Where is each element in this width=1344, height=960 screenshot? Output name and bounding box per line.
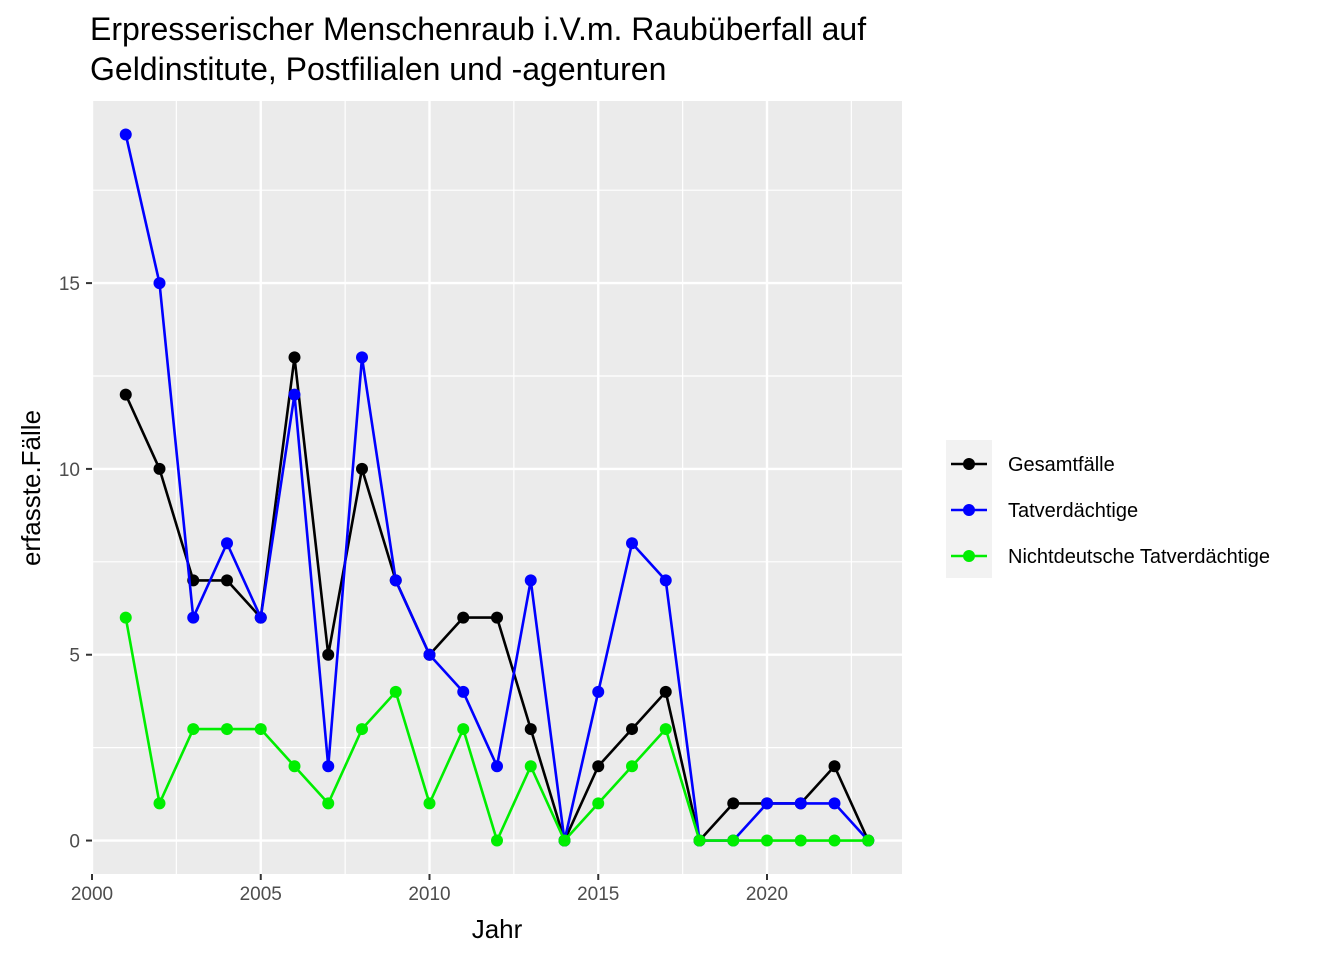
series-3-point xyxy=(288,760,301,773)
series-1-point xyxy=(457,611,470,624)
series-1-point xyxy=(592,760,605,773)
series-3-point xyxy=(389,685,402,698)
series-1-point xyxy=(828,760,841,773)
series-3-point xyxy=(828,834,841,847)
series-3-point xyxy=(491,834,503,847)
series-3-point xyxy=(119,611,132,624)
series-2-point xyxy=(187,611,200,624)
series-2-point xyxy=(153,277,166,290)
series-2-point xyxy=(288,388,301,401)
y-axis-title: erfasste.Fälle xyxy=(16,410,46,566)
y-tick-label: 0 xyxy=(69,832,80,853)
series-1-point xyxy=(221,574,233,587)
series-3-point xyxy=(592,797,605,810)
series-2-point xyxy=(221,537,233,550)
series-2-point xyxy=(592,685,605,698)
grid-lines xyxy=(90,101,902,874)
series-3-point xyxy=(221,723,233,736)
x-tick-label: 2010 xyxy=(408,884,450,905)
series-1-point xyxy=(491,611,503,624)
series-2-point xyxy=(491,760,503,773)
series-1-point xyxy=(322,648,335,661)
legend-label: Gesamtfälle xyxy=(1008,454,1115,476)
series-2-point xyxy=(119,128,132,141)
series-2-point xyxy=(524,574,537,587)
series-2-point xyxy=(322,760,335,773)
series-1-point xyxy=(153,462,166,475)
series-2-point xyxy=(794,797,807,810)
series-1-point xyxy=(659,685,672,698)
series-2-point xyxy=(457,685,470,698)
legend-key-point xyxy=(963,504,975,516)
series-1-point xyxy=(727,797,740,810)
x-tick-label: 2000 xyxy=(71,884,113,905)
series-3-point xyxy=(794,834,807,847)
series-3-point xyxy=(659,723,672,736)
series-3-point xyxy=(626,760,638,773)
y-tick-label: 15 xyxy=(59,274,80,295)
chart-title-line-2: Geldinstitute, Postfilialen und -agentur… xyxy=(90,51,666,87)
legend-label: Tatverdächtige xyxy=(1008,500,1138,522)
plot-panel xyxy=(92,101,902,874)
series-2-point xyxy=(828,797,841,810)
series-3-point xyxy=(524,760,537,773)
x-tick-label: 2005 xyxy=(240,884,282,905)
chart-title-line-1: Erpresserischer Menschenraub i.V.m. Raub… xyxy=(90,11,866,47)
series-1-point xyxy=(356,462,368,475)
y-tick-label: 10 xyxy=(59,460,80,481)
series-3-point xyxy=(322,797,335,810)
series-2-point xyxy=(761,797,773,810)
series-3-point xyxy=(727,834,740,847)
series-1-point xyxy=(524,723,537,736)
x-tick-label: 2015 xyxy=(577,884,619,905)
legend-label: Nichtdeutsche Tatverdächtige xyxy=(1008,546,1270,568)
x-axis-title: Jahr xyxy=(472,914,523,944)
series-2-point xyxy=(389,574,402,587)
series-1-point xyxy=(119,388,132,401)
series-2-point xyxy=(356,351,368,364)
series-3-point xyxy=(457,723,470,736)
series-3-point xyxy=(558,834,571,847)
series-1-point xyxy=(288,351,301,364)
series-1-point xyxy=(626,723,638,736)
legend-key-point xyxy=(963,458,975,470)
series-layer xyxy=(119,128,875,847)
series-3-point xyxy=(153,797,166,810)
series-3-point xyxy=(254,723,267,736)
legend: Gesamtfälle Tatverdächtige Nichtdeutsche T… xyxy=(951,454,1270,568)
series-3-point xyxy=(423,797,436,810)
x-tick-label: 2020 xyxy=(746,884,788,905)
series-3-point xyxy=(693,834,706,847)
series-3-point xyxy=(862,834,875,847)
axes: 2000 2005 2010 2015 2020 0 5 10 15 xyxy=(59,274,788,905)
series-2-point xyxy=(659,574,672,587)
legend-key-point xyxy=(963,550,975,562)
y-tick-label: 5 xyxy=(69,646,80,667)
series-3-point xyxy=(187,723,200,736)
series-2-point xyxy=(254,611,267,624)
series-2-point xyxy=(626,537,638,550)
series-3-point xyxy=(356,723,368,736)
series-3-point xyxy=(761,834,773,847)
series-2-point xyxy=(423,648,436,661)
